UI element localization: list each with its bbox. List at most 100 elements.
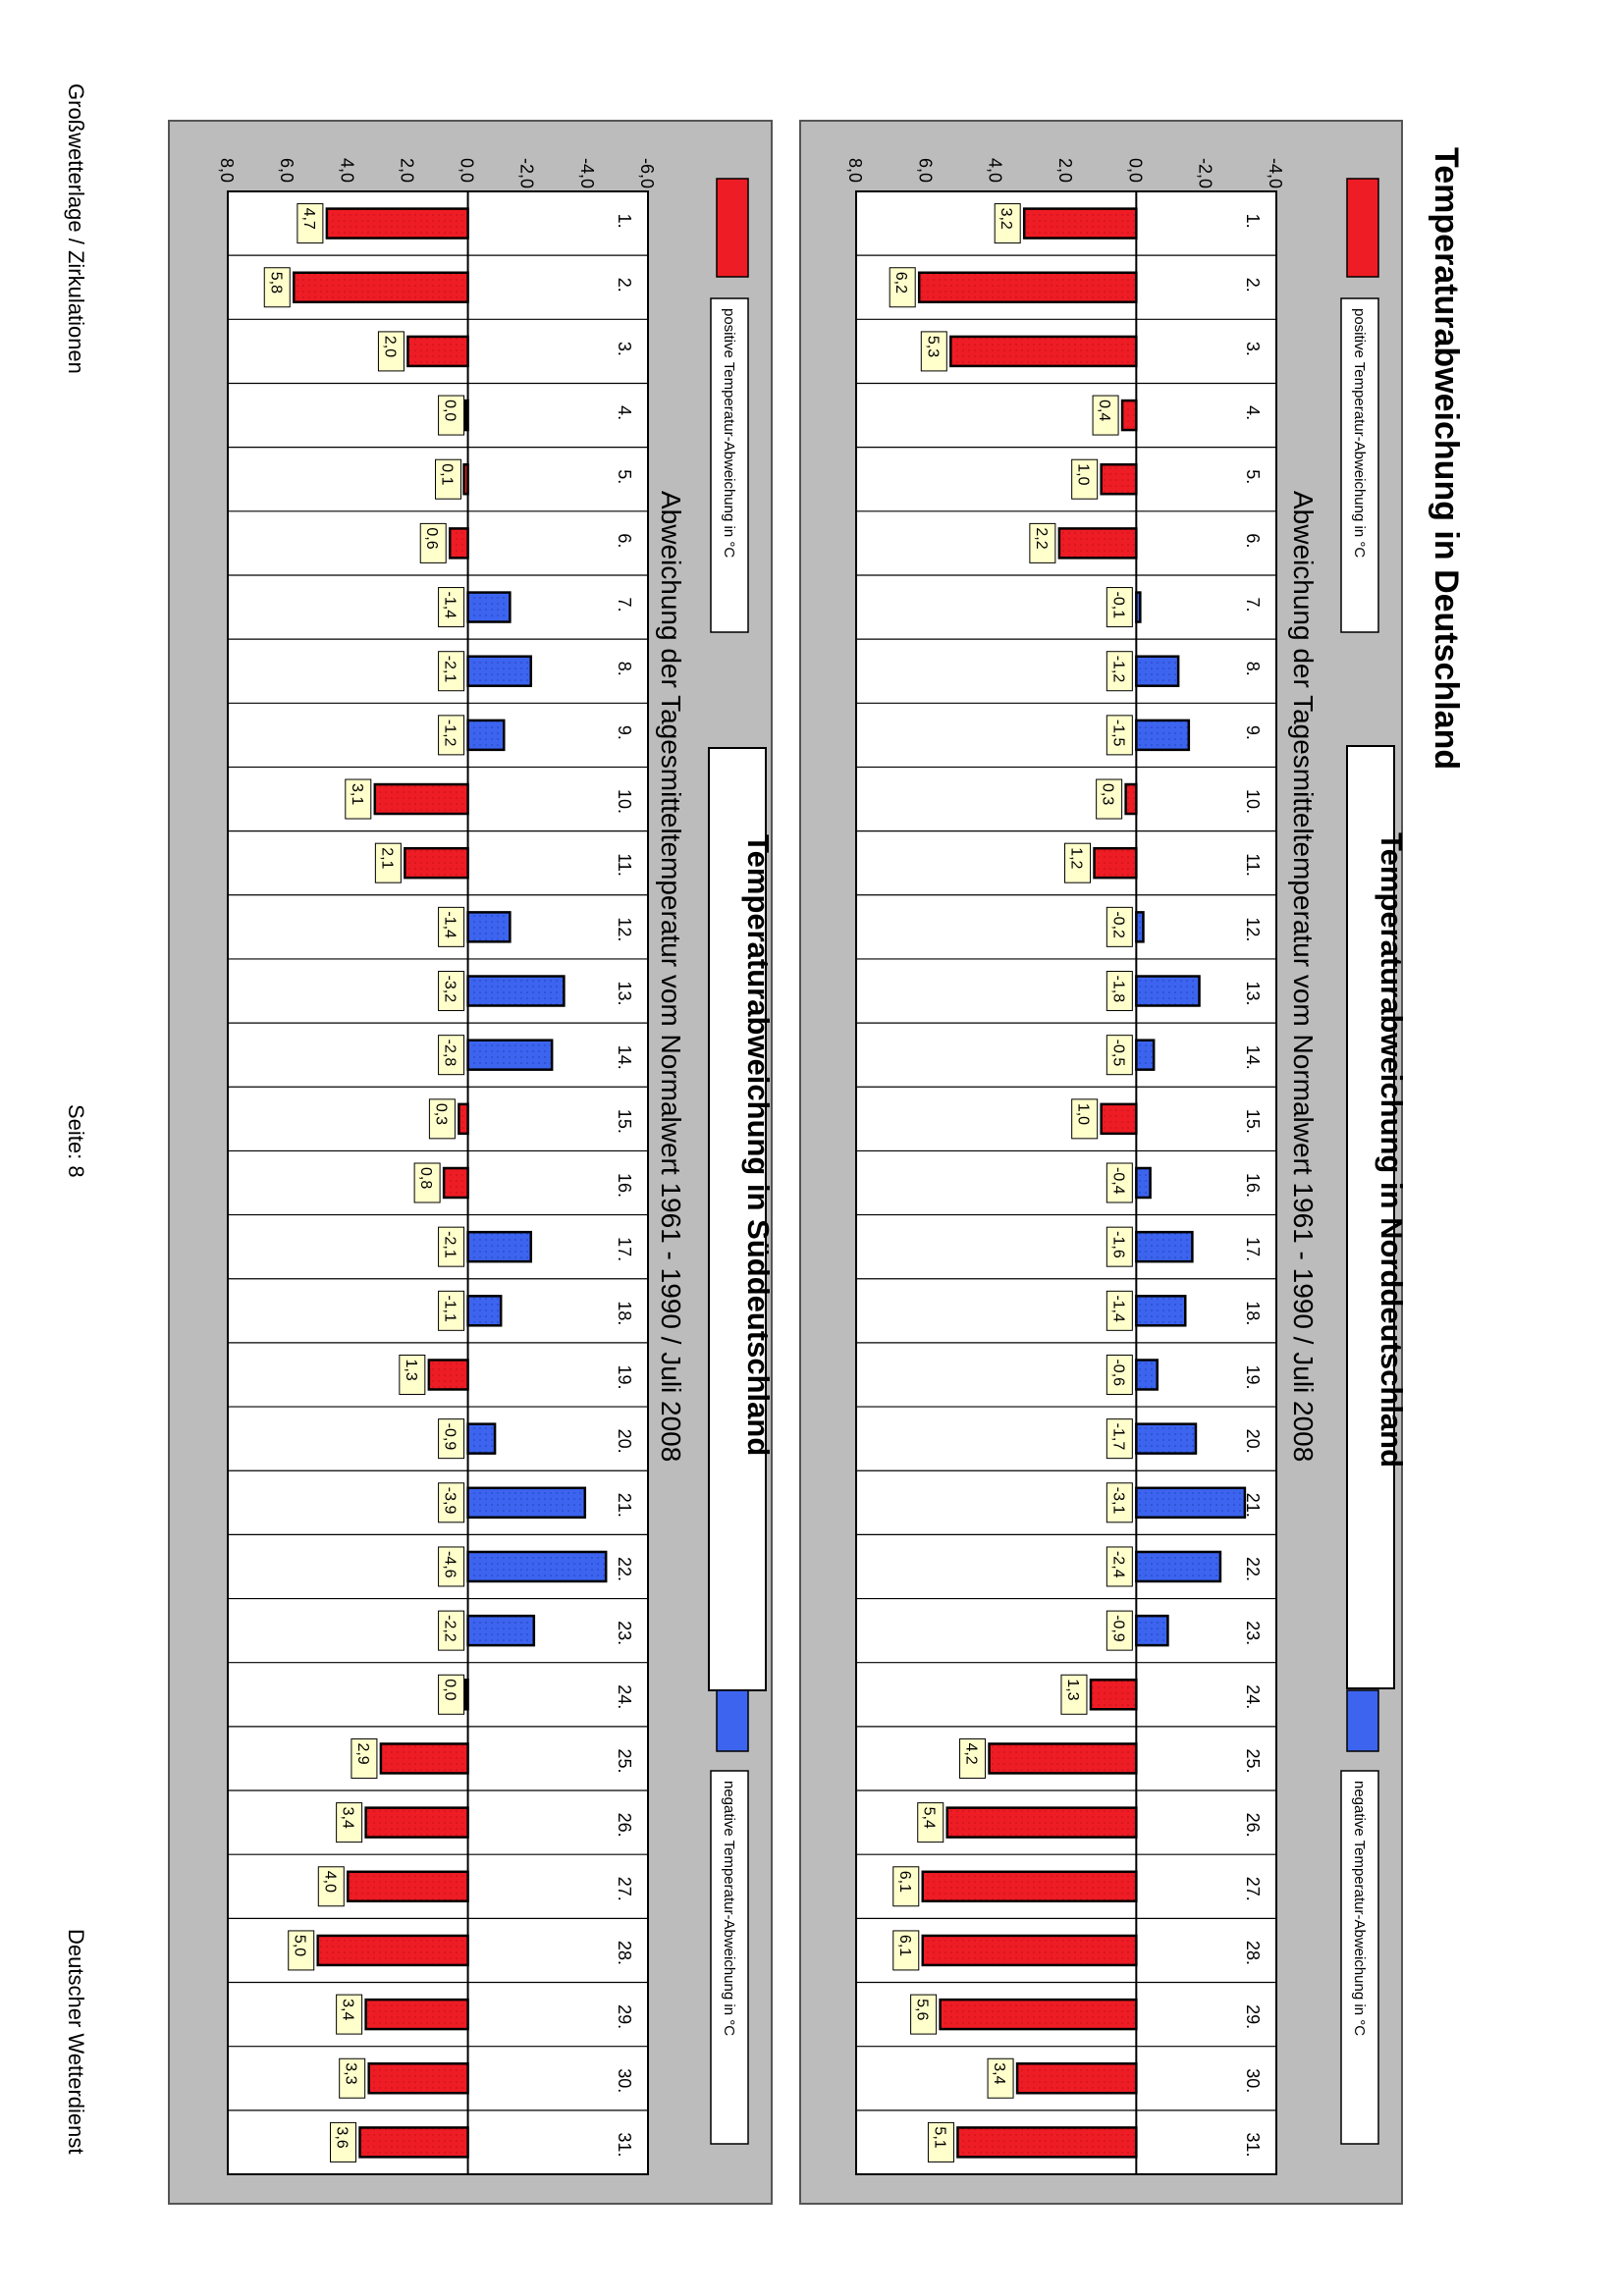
bar-negative <box>1135 1295 1187 1327</box>
data-label: 4,0 <box>321 1871 338 1893</box>
day-label: 12. <box>615 917 634 941</box>
footer-center: Seite: 8 <box>64 1104 88 1178</box>
data-label: 3,4 <box>340 1999 356 2020</box>
bar-negative <box>1135 1422 1198 1455</box>
data-label-box <box>1106 587 1133 628</box>
day-label: 10. <box>1243 789 1263 814</box>
data-label: 4,7 <box>300 208 317 230</box>
bar-positive <box>1124 782 1138 816</box>
bar-positive <box>364 1806 469 1839</box>
data-label: -0,6 <box>1109 1359 1126 1386</box>
bar-negative <box>1135 1550 1222 1583</box>
day-label: 14. <box>1243 1045 1263 1070</box>
day-label: 23. <box>1243 1621 1263 1645</box>
data-label: -4,6 <box>442 1551 458 1578</box>
day-label: 2. <box>1243 278 1263 293</box>
data-label-box <box>438 1674 465 1715</box>
value-tick-label: 4,0 <box>337 158 356 183</box>
bar-negative <box>466 1422 497 1455</box>
data-label: 2,2 <box>1033 527 1050 549</box>
data-label: 2,1 <box>378 847 395 869</box>
bar-negative <box>466 1486 587 1520</box>
data-label: 5,0 <box>292 1935 308 1956</box>
data-label: 3,2 <box>998 208 1014 230</box>
data-label-box <box>1106 651 1133 692</box>
day-label: 22. <box>1243 1557 1263 1581</box>
day-label: 26. <box>615 1813 634 1838</box>
day-label: 27. <box>1243 1877 1263 1901</box>
day-label: 21. <box>1243 1493 1263 1518</box>
data-label-box <box>351 1737 378 1779</box>
bar-positive <box>921 1870 1138 1903</box>
data-label: 1,3 <box>1064 1679 1081 1700</box>
legend-positive-label: positive Temperatur-Abweichung in °C <box>1351 308 1368 558</box>
day-label: 4. <box>1243 405 1263 420</box>
bar-negative <box>1135 719 1191 752</box>
data-label-box <box>920 331 947 372</box>
bar-negative <box>1135 1230 1194 1263</box>
bar-negative <box>466 1295 503 1327</box>
data-label-box <box>917 1802 944 1843</box>
value-tick-label: 6,0 <box>915 158 935 183</box>
chart-subtitle: Abweichung der Tagesmitteltemperatur vom… <box>1288 491 1319 1462</box>
data-label-box <box>438 587 465 628</box>
data-label-box <box>1071 458 1099 500</box>
bar-negative <box>1135 655 1180 687</box>
value-tick-label: 8,0 <box>845 158 865 183</box>
data-label-box <box>1064 842 1092 883</box>
day-label: 10. <box>615 789 634 814</box>
bar-negative <box>466 1039 554 1071</box>
data-label: 5,3 <box>924 336 941 357</box>
bar-positive <box>316 1934 469 1967</box>
legend-negative-label: negative Temperatur-Abweichung in °C <box>721 1781 737 2036</box>
data-label-box <box>1106 715 1133 756</box>
data-label-box <box>336 1802 363 1843</box>
plot-area <box>855 190 1277 2175</box>
legend-positive-box <box>710 297 749 633</box>
data-label-box <box>1106 1610 1133 1651</box>
data-label-box <box>438 1482 465 1523</box>
bar-positive <box>462 1679 469 1711</box>
day-label: 13. <box>1243 982 1263 1006</box>
data-label-box <box>438 715 465 756</box>
day-label: 19. <box>615 1364 634 1389</box>
data-label-box <box>959 1737 987 1779</box>
legend-positive-label: positive Temperatur-Abweichung in °C <box>721 308 737 558</box>
bar-positive <box>949 335 1138 368</box>
data-label: -3,9 <box>442 1487 458 1515</box>
data-label: -1,7 <box>1109 1423 1126 1451</box>
data-label: 0,3 <box>432 1103 449 1125</box>
data-label-box <box>428 1098 456 1140</box>
day-label: 26. <box>1243 1813 1263 1838</box>
value-tick-label: 2,0 <box>1055 158 1075 183</box>
day-label: 31. <box>615 2132 634 2157</box>
legend-negative-label: negative Temperatur-Abweichung in °C <box>1351 1781 1368 2036</box>
day-label: 5. <box>615 469 634 484</box>
bar-positive <box>442 1166 469 1200</box>
day-label: 15. <box>1243 1109 1263 1134</box>
day-label: 6. <box>615 533 634 548</box>
day-label: 8. <box>1243 662 1263 676</box>
bar-positive <box>293 271 469 303</box>
data-label: -1,2 <box>442 720 458 747</box>
value-tick-label: -2,0 <box>517 158 537 188</box>
data-label: -3,2 <box>442 976 458 1003</box>
data-label: -0,5 <box>1109 1040 1126 1067</box>
bar-negative <box>466 1614 536 1647</box>
data-label: 1,2 <box>1068 847 1085 869</box>
data-label: -2,1 <box>442 1231 458 1258</box>
day-label: 7. <box>1243 598 1263 613</box>
bar-negative <box>466 591 512 623</box>
data-label-box <box>1106 1226 1133 1267</box>
legend-positive-box <box>1340 297 1379 633</box>
data-label-box <box>438 1546 465 1587</box>
data-label: -2,4 <box>1109 1551 1126 1578</box>
data-label: 3,1 <box>349 783 365 805</box>
day-label: 17. <box>615 1237 634 1261</box>
day-label: 12. <box>1243 917 1263 941</box>
data-label: 3,3 <box>343 2062 359 2084</box>
bar-negative <box>466 911 512 943</box>
day-label: 20. <box>1243 1429 1263 1454</box>
data-label: -1,2 <box>1109 656 1126 683</box>
bar-positive <box>462 462 469 496</box>
